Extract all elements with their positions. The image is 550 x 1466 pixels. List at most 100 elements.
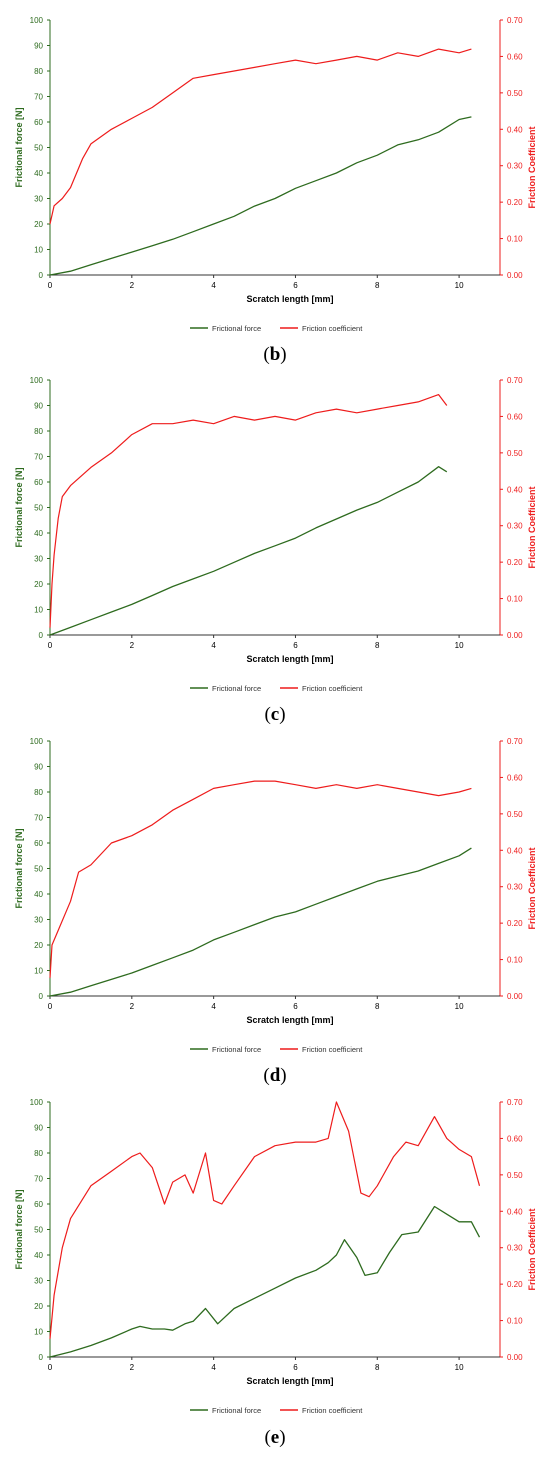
legend-label: Friction coefficient	[302, 324, 363, 333]
x-tick-label: 6	[293, 1363, 298, 1372]
y-tick-label: 40	[34, 529, 43, 538]
y-tick-label: 70	[34, 93, 43, 102]
x-tick-label: 2	[130, 1363, 135, 1372]
y2-tick-label: 0.10	[507, 235, 523, 244]
panel-caption: (c)	[264, 704, 285, 725]
y-tick-label: 30	[34, 555, 43, 564]
panel-caption: (b)	[263, 344, 286, 365]
y2-tick-label: 0.60	[507, 412, 523, 421]
y2-tick-label: 0.40	[507, 125, 523, 134]
x-tick-label: 8	[375, 1002, 380, 1011]
y2-tick-label: 0.60	[507, 773, 523, 782]
y-axis-title: Frictional force [N]	[14, 467, 24, 547]
y2-tick-label: 0.30	[507, 1244, 523, 1253]
legend-label: Friction coefficient	[302, 684, 363, 693]
y2-tick-label: 0.50	[507, 449, 523, 458]
y-tick-label: 0	[39, 992, 44, 1001]
y2-tick-label: 0.60	[507, 1134, 523, 1143]
x-tick-label: 4	[211, 281, 216, 290]
y-tick-label: 30	[34, 1277, 43, 1286]
x-axis-title: Scratch length [mm]	[246, 1376, 333, 1386]
x-tick-label: 8	[375, 641, 380, 650]
y2-tick-label: 0.30	[507, 162, 523, 171]
y2-tick-label: 0.30	[507, 522, 523, 531]
x-tick-label: 10	[455, 1363, 464, 1372]
y-tick-label: 50	[34, 504, 43, 513]
y2-tick-label: 0.10	[507, 1317, 523, 1326]
y2-tick-label: 0.20	[507, 198, 523, 207]
legend-item: Frictional force	[190, 324, 261, 333]
y2-tick-label: 0.00	[507, 271, 523, 280]
chart-panel-e: 01020304050607080901000.000.100.200.300.…	[14, 1098, 537, 1448]
y-tick-label: 60	[34, 478, 43, 487]
y2-tick-label: 0.40	[507, 485, 523, 494]
x-tick-label: 6	[293, 281, 298, 290]
y-tick-label: 70	[34, 814, 43, 823]
series-line-frictional-force	[49, 466, 448, 636]
y-tick-label: 20	[34, 220, 43, 229]
legend-item: Friction coefficient	[280, 684, 363, 693]
y-tick-label: 70	[34, 1175, 43, 1184]
y2-tick-label: 0.70	[507, 1098, 523, 1107]
legend-label: Frictional force	[212, 684, 261, 693]
x-tick-label: 10	[455, 641, 464, 650]
y-tick-label: 50	[34, 144, 43, 153]
x-tick-label: 0	[48, 641, 53, 650]
y-tick-label: 10	[34, 1328, 43, 1337]
y2-tick-label: 0.70	[507, 16, 523, 25]
legend-item: Friction coefficient	[280, 1045, 363, 1054]
y-tick-label: 90	[34, 763, 43, 772]
series-line-friction-coefficient	[49, 394, 448, 628]
y-tick-label: 50	[34, 1226, 43, 1235]
y2-axis-title: Friction Coefficient	[527, 126, 537, 208]
y-tick-label: 100	[30, 16, 44, 25]
y2-tick-label: 0.40	[507, 1207, 523, 1216]
x-tick-label: 0	[48, 1002, 53, 1011]
y-tick-label: 0	[39, 1353, 44, 1362]
series-line-friction-coefficient	[49, 1101, 481, 1339]
y-tick-label: 80	[34, 788, 43, 797]
y2-tick-label: 0.10	[507, 956, 523, 965]
y-axis-title: Frictional force [N]	[14, 828, 24, 908]
y-axis-title: Frictional force [N]	[14, 107, 24, 187]
y-tick-label: 100	[30, 1098, 44, 1107]
y2-axis-title: Friction Coefficient	[527, 847, 537, 929]
y-tick-label: 100	[30, 376, 44, 385]
x-tick-label: 10	[455, 1002, 464, 1011]
y2-tick-label: 0.60	[507, 52, 523, 61]
legend-item: Friction coefficient	[280, 1406, 363, 1415]
series-line-friction-coefficient	[49, 780, 472, 978]
y-tick-label: 0	[39, 631, 44, 640]
panel-caption: (d)	[263, 1065, 286, 1086]
x-tick-label: 6	[293, 1002, 298, 1011]
legend-item: Frictional force	[190, 684, 261, 693]
y-tick-label: 90	[34, 42, 43, 51]
y-tick-label: 0	[39, 271, 44, 280]
y-tick-label: 80	[34, 427, 43, 436]
series-line-frictional-force	[49, 847, 472, 997]
y2-tick-label: 0.20	[507, 1280, 523, 1289]
y-tick-label: 10	[34, 967, 43, 976]
x-tick-label: 4	[211, 1002, 216, 1011]
y2-tick-label: 0.50	[507, 810, 523, 819]
y2-tick-label: 0.20	[507, 558, 523, 567]
y-tick-label: 50	[34, 865, 43, 874]
x-tick-label: 2	[130, 1002, 135, 1011]
y2-tick-label: 0.00	[507, 1353, 523, 1362]
y-tick-label: 20	[34, 580, 43, 589]
legend-label: Frictional force	[212, 324, 261, 333]
x-tick-label: 6	[293, 641, 298, 650]
y-tick-label: 80	[34, 67, 43, 76]
y-tick-label: 10	[34, 606, 43, 615]
y-tick-label: 10	[34, 246, 43, 255]
y-tick-label: 80	[34, 1149, 43, 1158]
y2-tick-label: 0.10	[507, 595, 523, 604]
x-tick-label: 8	[375, 281, 380, 290]
legend-item: Frictional force	[190, 1406, 261, 1415]
legend-label: Friction coefficient	[302, 1045, 363, 1054]
panel-caption: (e)	[264, 1427, 285, 1448]
x-axis-title: Scratch length [mm]	[246, 294, 333, 304]
x-axis-title: Scratch length [mm]	[246, 654, 333, 664]
x-tick-label: 4	[211, 641, 216, 650]
